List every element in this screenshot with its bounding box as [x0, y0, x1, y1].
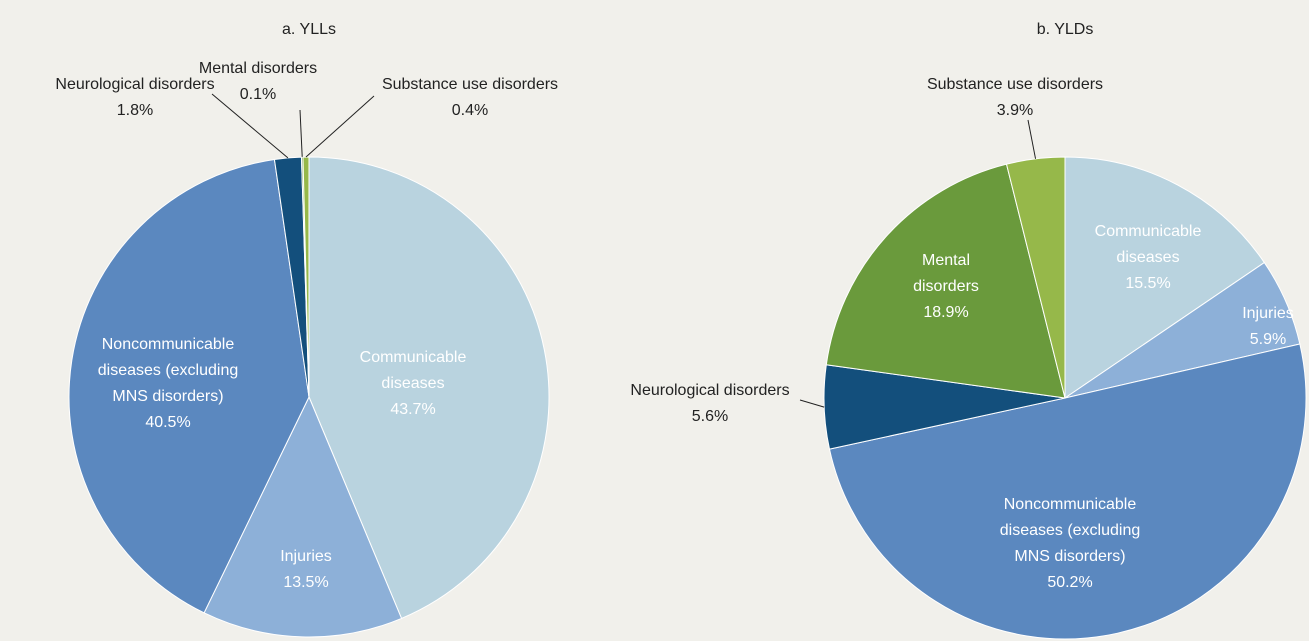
- slice-label: Communicable diseases 15.5%: [1083, 219, 1213, 297]
- slice-label: Noncommunicable diseases (excluding MNS …: [83, 332, 253, 436]
- pie-slice: [825, 163, 1066, 399]
- value-label: 0.1%: [239, 86, 277, 103]
- category-label: Noncommunicable diseases (excluding MNS …: [999, 496, 1141, 565]
- leader-line: [799, 399, 825, 408]
- leader-line: [211, 93, 289, 159]
- category-label: Substance use disorders: [926, 76, 1104, 93]
- value-label: 18.9%: [923, 304, 969, 321]
- value-label: 0.4%: [451, 102, 489, 119]
- value-label: 13.5%: [283, 574, 329, 591]
- category-label: Neurological disorders: [630, 382, 790, 399]
- value-label: 5.9%: [1249, 331, 1287, 348]
- slice-label: Neurological disorders 1.8%: [55, 72, 214, 124]
- category-label: Mental disorders: [198, 60, 318, 77]
- slice-label: Injuries 13.5%: [241, 544, 371, 596]
- value-label: 3.9%: [996, 102, 1034, 119]
- chart-title: a. YLLs: [282, 21, 336, 38]
- category-label: Injuries: [280, 548, 332, 565]
- category-label: Injuries: [1242, 305, 1294, 322]
- slice-label: Substance use disorders 0.4%: [382, 72, 558, 124]
- category-label: Neurological disorders: [55, 76, 215, 93]
- category-label: Mental disorders: [913, 252, 979, 295]
- leader-line: [305, 95, 375, 158]
- value-label: 43.7%: [390, 401, 436, 418]
- value-label: 5.6%: [691, 408, 729, 425]
- slice-label: Communicable diseases 43.7%: [348, 345, 478, 423]
- leader-line: [1027, 119, 1037, 159]
- slice-label: Noncommunicable diseases (excluding MNS …: [985, 492, 1155, 596]
- chart-title: b. YLDs: [1037, 21, 1094, 38]
- slice-label: Substance use disorders 3.9%: [927, 72, 1103, 124]
- value-label: 40.5%: [145, 414, 191, 431]
- pie-slice: [828, 343, 1307, 640]
- value-label: 1.8%: [116, 102, 154, 119]
- slice-label: Mental disorders 0.1%: [199, 56, 317, 108]
- slice-label: Injuries 5.9%: [1228, 301, 1308, 353]
- pie-slice: [308, 156, 550, 620]
- category-label: Communicable diseases: [1094, 223, 1202, 266]
- pie-slice: [203, 395, 403, 638]
- slice-label: Mental disorders 18.9%: [906, 248, 986, 326]
- pie-slice: [302, 156, 310, 398]
- pie-slice: [68, 158, 310, 614]
- pie-slice: [1005, 156, 1066, 399]
- slice-label: Neurological disorders 5.6%: [630, 378, 789, 430]
- category-label: Communicable diseases: [359, 349, 467, 392]
- leader-line: [299, 109, 303, 158]
- value-label: 50.2%: [1047, 574, 1093, 591]
- category-label: Noncommunicable diseases (excluding MNS …: [97, 336, 239, 405]
- pie-slice: [1064, 156, 1266, 399]
- value-label: 15.5%: [1125, 275, 1171, 292]
- category-label: Substance use disorders: [381, 76, 559, 93]
